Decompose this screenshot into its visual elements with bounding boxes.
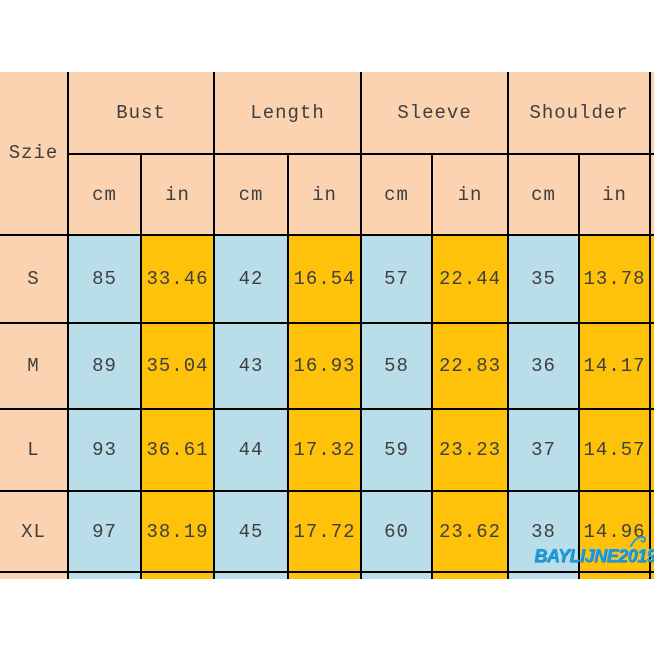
cell-sleeve-cm: 58: [360, 322, 434, 410]
cell-bust-in: 38.19: [139, 490, 216, 573]
cropped-bottom-row: [0, 571, 654, 579]
size-label-cell: M: [0, 322, 69, 410]
cell-bust-in: 33.46: [139, 234, 216, 324]
cell-sleeve-cm: 57: [360, 234, 434, 324]
unit-sleeve-cm: cm: [360, 153, 434, 236]
unit-bust-in: in: [139, 153, 216, 236]
cropped-column-sliver: [649, 490, 654, 573]
size-chart-table: Szie Bust Length Sleeve Shoulder cm in c…: [0, 72, 654, 579]
cell-shoulder-cm: 37: [507, 408, 581, 492]
cell-bust-in: 36.61: [139, 408, 216, 492]
cell-length-in: 16.93: [287, 322, 363, 410]
header-length: Length: [213, 72, 363, 155]
header-shoulder: Shoulder: [507, 72, 652, 155]
cropped-column-sliver: [649, 153, 654, 236]
cell-shoulder-in: 14.96: [578, 490, 652, 573]
unit-length-in: in: [287, 153, 363, 236]
cell-shoulder-in: 14.57: [578, 408, 652, 492]
cropped-column-sliver: [649, 72, 654, 155]
table-row-size-xl: XL 97 38.19 45 17.72 60 23.62 38 14.96: [0, 490, 654, 573]
cell-sleeve-cm: 60: [360, 490, 434, 573]
header-group-row: Szie Bust Length Sleeve Shoulder: [0, 72, 654, 236]
cell-length-cm: 42: [213, 234, 290, 324]
cell-shoulder-in: 14.17: [578, 322, 652, 410]
size-label-cell: XL: [0, 490, 69, 573]
cell-sleeve-in: 23.23: [431, 408, 510, 492]
unit-shoulder-in: in: [578, 153, 652, 236]
cell-shoulder-cm: 35: [507, 234, 581, 324]
cropped-column-sliver: [649, 234, 654, 324]
cell-length-in: 16.54: [287, 234, 363, 324]
cell-sleeve-in: 22.83: [431, 322, 510, 410]
cell-bust-cm: 85: [67, 234, 142, 324]
cell-length-cm: 43: [213, 322, 290, 410]
cell-shoulder-cm: 36: [507, 322, 581, 410]
unit-shoulder-cm: cm: [507, 153, 581, 236]
cell-bust-in: 35.04: [139, 322, 216, 410]
cell-sleeve-cm: 59: [360, 408, 434, 492]
unit-length-cm: cm: [213, 153, 290, 236]
cell-length-in: 17.32: [287, 408, 363, 492]
cell-bust-cm: 89: [67, 322, 142, 410]
header-bust: Bust: [66, 72, 216, 155]
header-units-row: cm in cm in cm in cm in: [0, 153, 654, 236]
cell-sleeve-in: 22.44: [431, 234, 510, 324]
cell-bust-cm: 97: [67, 490, 142, 573]
table-row-size-l: L 93 36.61 44 17.32 59 23.23 37 14.57: [0, 408, 654, 492]
cell-length-in: 17.72: [287, 490, 363, 573]
table-row-size-m: M 89 35.04 43 16.93 58 22.83 36 14.17: [0, 322, 654, 410]
table-row-size-s: S 85 33.46 42 16.54 57 22.44 35 13.78: [0, 234, 654, 324]
header-sleeve: Sleeve: [360, 72, 510, 155]
cell-sleeve-in: 23.62: [431, 490, 510, 573]
cell-bust-cm: 93: [67, 408, 142, 492]
cell-shoulder-cm: 38: [507, 490, 581, 573]
size-label-cell: L: [0, 408, 69, 492]
cropped-column-sliver: [649, 322, 654, 410]
cell-shoulder-in: 13.78: [578, 234, 652, 324]
corner-size-header-cell: Szie: [0, 72, 69, 236]
cell-length-cm: 45: [213, 490, 290, 573]
size-label-cell: S: [0, 234, 69, 324]
unit-bust-cm: cm: [67, 153, 142, 236]
watermark-text: BAYLIJNE2019: [534, 546, 654, 566]
watermark-flourish-icon: [630, 535, 646, 547]
unit-sleeve-in: in: [431, 153, 510, 236]
cropped-column-sliver: [649, 408, 654, 492]
cell-length-cm: 44: [213, 408, 290, 492]
